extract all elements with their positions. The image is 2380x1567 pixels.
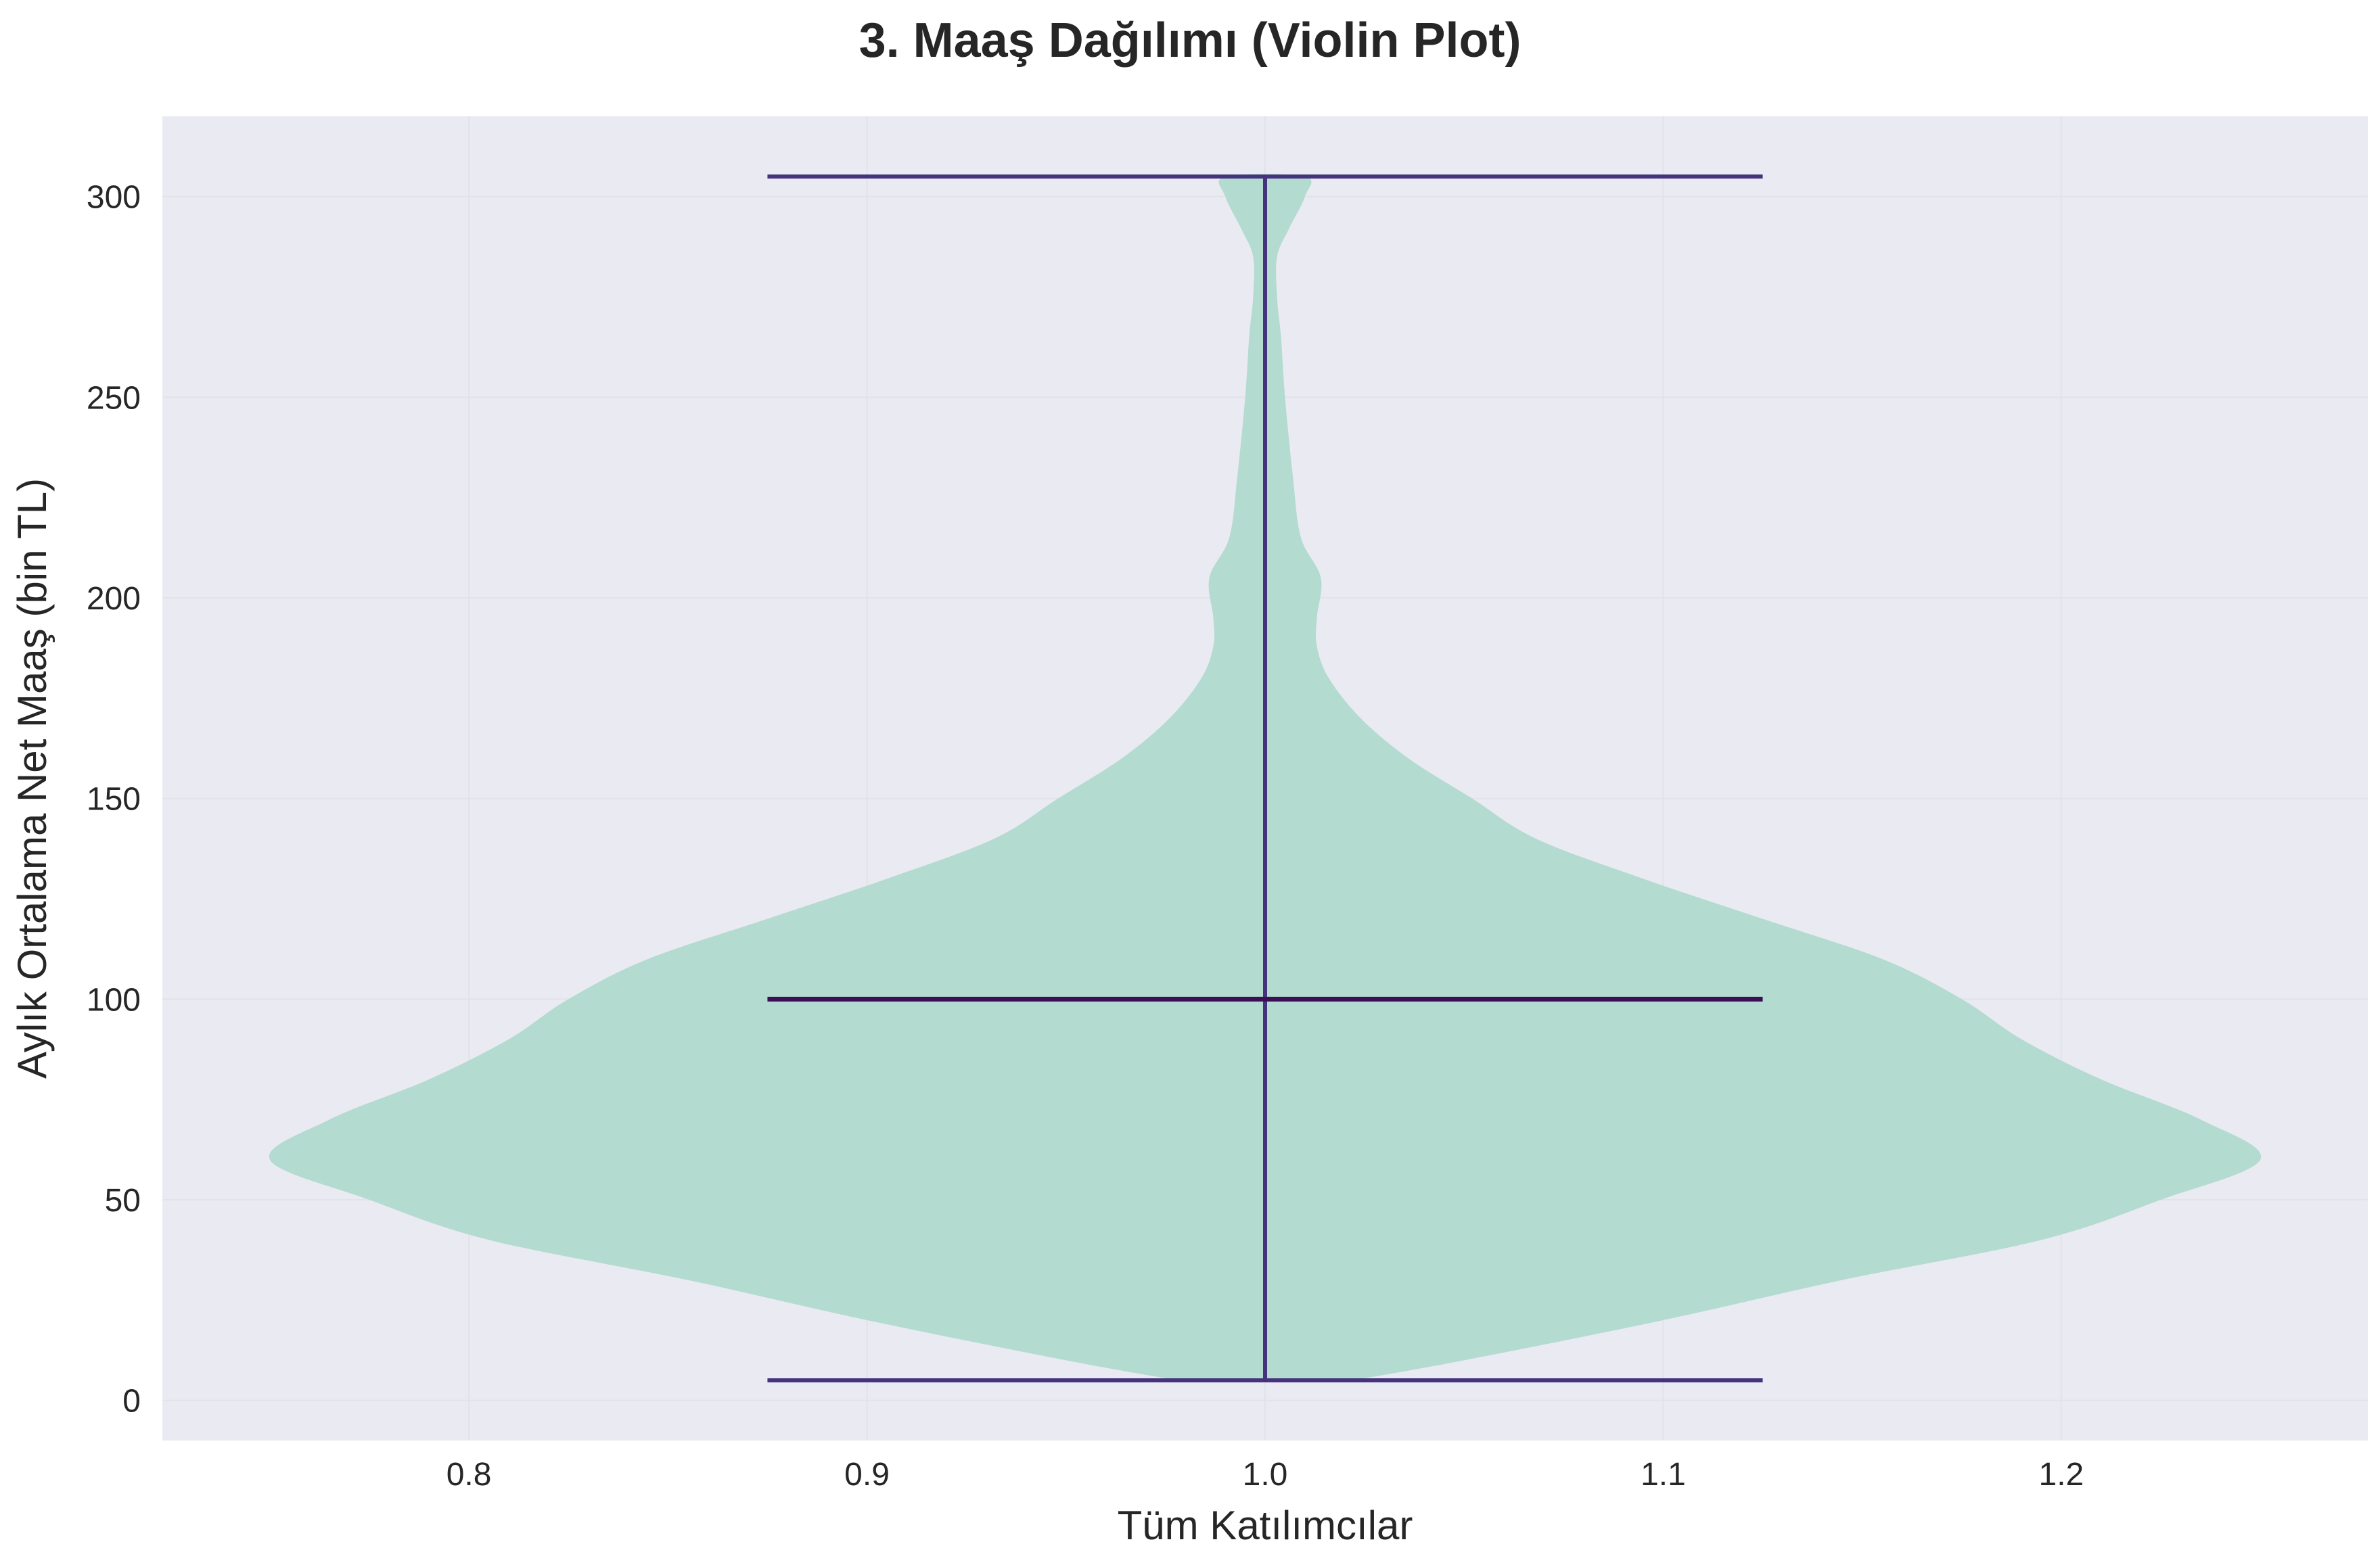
y-tick-label: 150 [87,782,141,818]
x-tick-label: 0.9 [844,1457,890,1493]
statistic-lines [767,174,1763,1382]
x-tick-label: 0.8 [447,1457,492,1493]
y-tick-label: 100 [87,982,141,1018]
y-tick-label: 300 [87,180,141,216]
x-axis-ticks: 0.8 0.9 1.0 1.1 1.2 [447,1457,2084,1493]
x-axis-label: Tüm Katılımcılar [1118,1503,1413,1548]
y-axis-ticks: 0 50 100 150 200 250 300 [87,180,141,1420]
y-tick-label: 250 [87,380,141,416]
y-tick-label: 200 [87,581,141,617]
chart-title: 3. Maaş Dağılımı (Violin Plot) [859,14,1521,68]
x-tick-label: 1.0 [1243,1457,1288,1493]
x-tick-label: 1.2 [2039,1457,2084,1493]
y-axis-label: Aylık Ortalama Net Maaş (bin TL) [9,478,55,1079]
x-tick-label: 1.1 [1641,1457,1686,1493]
y-tick-label: 50 [105,1183,141,1219]
y-tick-label: 0 [122,1384,141,1420]
